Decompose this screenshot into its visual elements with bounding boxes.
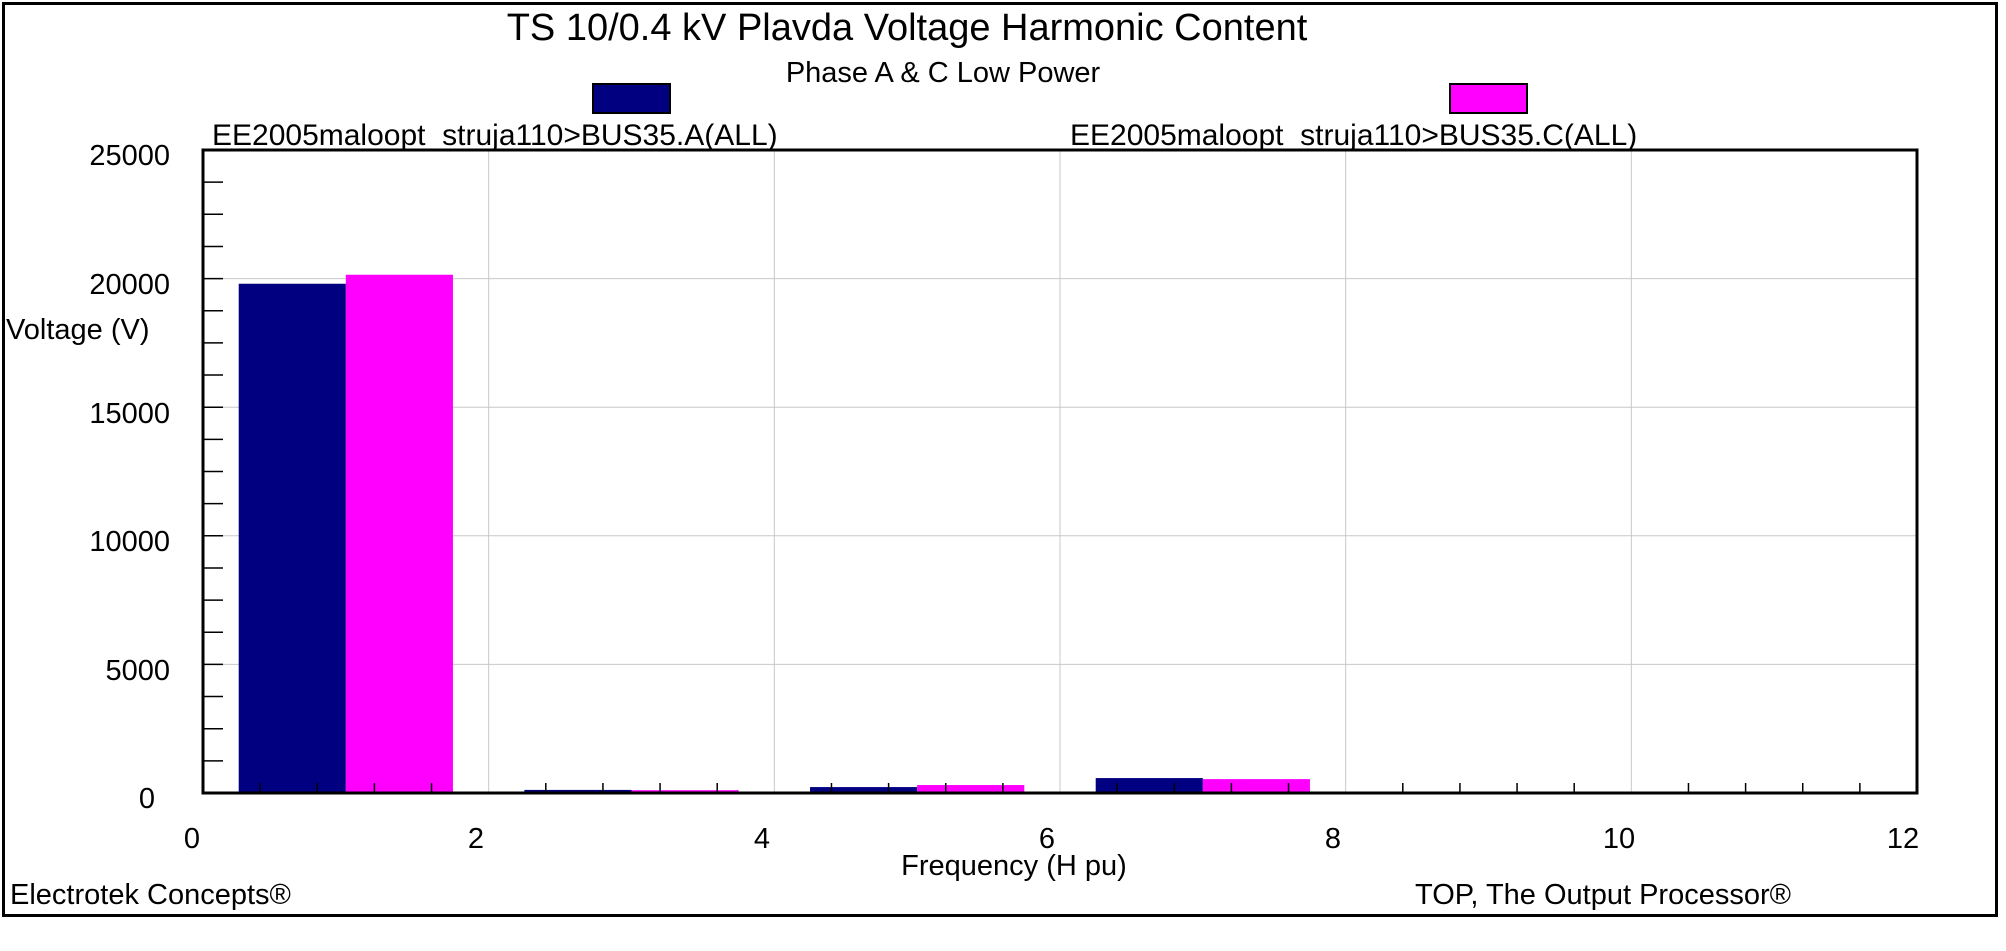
grid-lines [203, 150, 1917, 793]
x-tick-label: 4 [754, 823, 770, 855]
bar [238, 283, 346, 793]
bars-group [238, 274, 1310, 793]
plot-area-border [201, 148, 1919, 795]
bar [524, 789, 632, 793]
legend-label-a: EE2005maloopt_struja110>BUS35.A(ALL) [212, 119, 778, 152]
x-axis-label: Frequency (H pu) [901, 850, 1127, 882]
y-tick-label: 5000 [105, 655, 170, 687]
y-tick-labels: 0 5000 10000 15000 20000 25000 [89, 140, 170, 815]
y-tick-label: 20000 [89, 269, 170, 301]
y-tick-label: 25000 [89, 140, 170, 172]
chart-subtitle: Phase A & C Low Power [786, 57, 1101, 89]
chart-title: TS 10/0.4 kV Plavda Voltage Harmonic Con… [507, 7, 1308, 49]
legend-swatch-c [1449, 83, 1528, 114]
x-tick-labels: 0 2 4 6 8 10 12 [184, 823, 1919, 855]
y-tick-label: 15000 [89, 398, 170, 430]
y-axis-label: Voltage (V) [6, 314, 149, 346]
y-tick-label: 10000 [89, 526, 170, 558]
bar [917, 785, 1025, 793]
x-tick-label: 2 [468, 823, 484, 855]
footer-right: TOP, The Output Processor® [1415, 879, 1791, 911]
x-tick-label: 0 [184, 823, 200, 855]
legend-swatch-a [592, 83, 671, 114]
footer-left: Electrotek Concepts® [10, 879, 291, 911]
ticks-group [203, 181, 1861, 793]
x-tick-label: 10 [1603, 823, 1635, 855]
bar [1202, 779, 1310, 793]
x-tick-label: 8 [1325, 823, 1341, 855]
y-tick-label: 0 [139, 783, 155, 815]
legend-label-c: EE2005maloopt_struja110>BUS35.C(ALL) [1070, 119, 1637, 152]
bar [1095, 778, 1203, 793]
x-tick-label: 12 [1887, 823, 1919, 855]
x-tick-label: 6 [1039, 823, 1055, 855]
bar [810, 787, 918, 793]
bar [345, 274, 453, 793]
